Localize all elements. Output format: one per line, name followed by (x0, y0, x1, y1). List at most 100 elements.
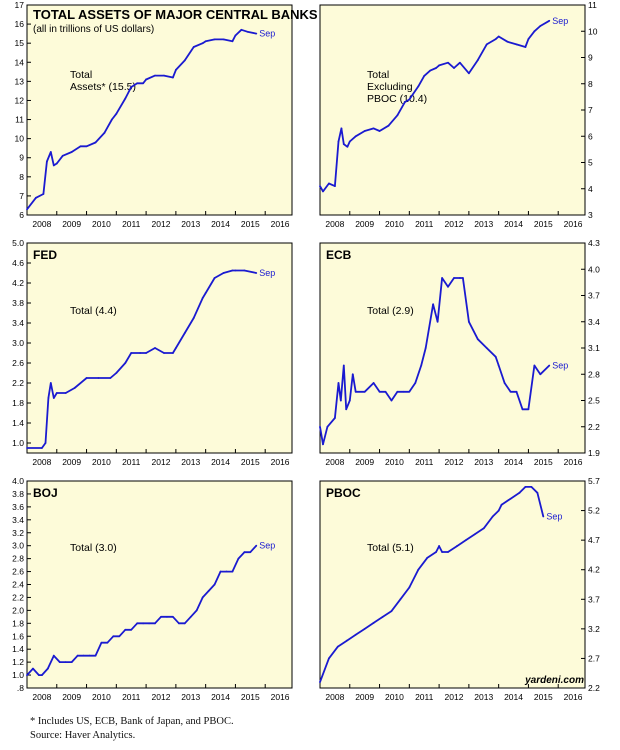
y-tick-label: 3.7 (588, 594, 600, 604)
data-point (500, 503, 503, 506)
data-point (130, 86, 133, 88)
data-point (509, 390, 512, 393)
data-point (390, 399, 393, 402)
data-point (163, 74, 165, 77)
data-point (485, 43, 488, 46)
chart-title: ECB (326, 248, 352, 262)
data-point (103, 132, 106, 134)
end-marker-label: Sep (546, 511, 562, 521)
data-point (145, 352, 148, 354)
y-tick-label: 7 (19, 191, 24, 201)
y-tick-label: 2.7 (588, 653, 600, 663)
data-point (163, 352, 165, 354)
data-point (333, 417, 336, 419)
plot-frame (319, 242, 586, 454)
x-tick-label: 2015 (241, 692, 260, 702)
data-point (319, 681, 321, 683)
data-point (527, 38, 530, 41)
x-tick-label: 2016 (564, 219, 583, 229)
y-tick-label: 1.9 (588, 448, 600, 458)
data-point (52, 164, 55, 167)
y-tick-label: 2.2 (12, 592, 24, 602)
chart-annotation: Total (2.9) (367, 305, 414, 317)
chart-annotation: PBOC (10.4) (367, 93, 427, 105)
data-point (174, 347, 177, 349)
data-point (399, 598, 402, 601)
chart-title: TOTAL ASSETS OF MAJOR CENTRAL BANKS (33, 7, 318, 22)
plot-frame (26, 480, 293, 689)
data-point (110, 118, 113, 121)
data-point (378, 130, 381, 132)
data-point (354, 633, 357, 636)
data-point (204, 292, 207, 294)
y-tick-label: 4.0 (12, 476, 24, 486)
x-tick-label: 2016 (271, 219, 290, 229)
data-point (467, 72, 470, 75)
plot-frame (26, 4, 293, 216)
data-point (222, 272, 225, 274)
data-point (447, 285, 449, 288)
chart-subtitle: (all in trillions of US dollars) (33, 24, 154, 35)
y-tick-label: 4.3 (588, 238, 600, 248)
y-tick-label: 2.2 (588, 422, 600, 432)
data-point (118, 635, 121, 638)
chart-title: FED (33, 248, 57, 262)
x-tick-label: 2016 (564, 692, 583, 702)
x-tick-label: 2010 (92, 457, 111, 467)
chart-annotation: Excluding (367, 81, 413, 93)
data-point (124, 362, 127, 364)
data-point (204, 40, 207, 43)
y-tick-label: 2.2 (12, 378, 24, 388)
data-point (52, 654, 55, 657)
chart-title: BOJ (33, 486, 58, 500)
y-tick-label: 4 (588, 184, 593, 194)
data-point (436, 320, 439, 323)
end-marker-label: Sep (552, 16, 568, 26)
data-point (503, 382, 506, 384)
data-point (70, 151, 73, 153)
data-point (255, 544, 258, 547)
data-point (85, 377, 88, 379)
x-tick-label: 2008 (325, 457, 344, 467)
x-tick-label: 2016 (564, 457, 583, 467)
data-point (509, 497, 512, 500)
x-tick-label: 2011 (415, 457, 434, 467)
data-point (447, 61, 449, 64)
x-tick-label: 2015 (534, 457, 553, 467)
data-point (154, 347, 156, 349)
data-point (192, 46, 195, 48)
data-point (225, 570, 228, 573)
data-point (342, 364, 345, 367)
x-tick-label: 2009 (355, 692, 374, 702)
data-point (497, 35, 500, 38)
y-tick-label: 4.2 (588, 565, 600, 575)
data-point (88, 654, 91, 657)
data-point (246, 30, 249, 33)
y-tick-label: 3.0 (12, 338, 24, 348)
data-point (506, 40, 509, 43)
y-tick-label: 2.6 (12, 358, 24, 368)
chart-panel-ecb: 1.9 2.2 2.5 2.8 3.1 3.4 3.7 4.0 4.3 2008 2009 2010 2… (319, 238, 600, 467)
y-tick-label: 9 (588, 53, 593, 63)
y-tick-label: 1.0 (12, 670, 24, 680)
data-point (240, 28, 243, 31)
data-point (44, 442, 47, 444)
data-point (115, 112, 118, 115)
data-point (219, 570, 222, 573)
data-point (38, 674, 40, 676)
data-point (476, 59, 479, 62)
chart-panel-pboc: 2.2 2.7 3.2 3.7 4.2 4.7 5.2 5.7 2008 2009 2010 2011… (319, 476, 600, 702)
y-tick-label: 3.2 (588, 624, 600, 634)
y-tick-label: 4.7 (588, 535, 600, 545)
data-point (154, 74, 156, 77)
data-point (148, 622, 150, 625)
data-point (64, 392, 67, 394)
plot-area (320, 5, 585, 215)
data-point (333, 185, 336, 188)
data-point (539, 373, 542, 376)
y-tick-label: 1.6 (12, 631, 24, 641)
data-point (255, 272, 258, 274)
data-point (40, 447, 43, 449)
data-point (497, 364, 500, 367)
data-point (94, 141, 97, 144)
